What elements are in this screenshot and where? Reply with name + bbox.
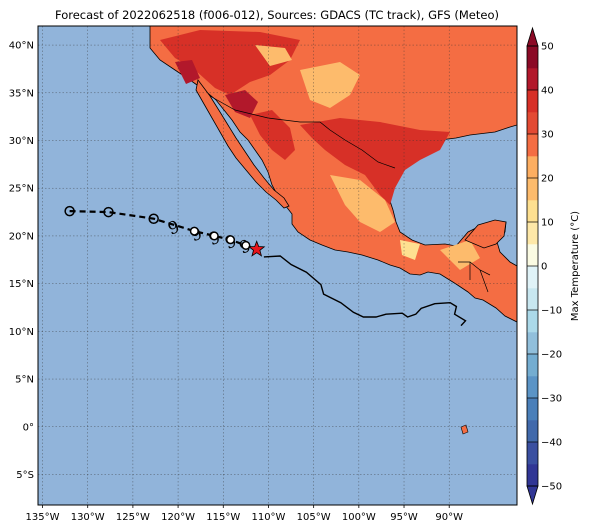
colorbar-segment [527,464,538,487]
lat-tick-label: 40°N [9,41,34,52]
lat-tick-label: 5°S [16,470,34,481]
colorbar-extend-bottom [526,485,539,506]
colorbar-tick-label: 50 [541,42,554,53]
longitude-tick-labels: 135°W 130°W 125°W 120°W 115°W 110°W 105°W 100°W… [26,505,463,523]
latitude-tick-labels: 40°N 35°N 30°N 25°N 20°N 15°N 10°N 5°N 0° 5°S [9,41,34,481]
lat-tick-label: 25°N [9,184,34,195]
land-temperature-field [149,26,517,435]
colorbar-segment [527,178,538,201]
track-point-marker [241,240,251,251]
colorbar-segment [527,442,538,465]
colorbar-segment [527,420,538,443]
lon-tick-label: 95°W [390,512,418,523]
colorbar-tick-label: −30 [541,394,562,405]
lat-tick-label: 15°N [9,279,34,290]
colorbar-segment [527,310,538,333]
land-cool-zone-1 [300,62,360,108]
land-island-clipperton [460,424,469,435]
lon-tick-label: 105°W [297,512,331,523]
map-area: 99999 [38,26,517,505]
colorbar-segment [527,376,538,399]
current-position-star-icon [248,240,266,257]
colorbar-tick-label: 40 [541,86,554,97]
political-borders [209,95,491,293]
lon-tick-label: 90°W [435,512,463,523]
chart-title: Forecast of 2022062518 (f006-012), Sourc… [55,8,499,22]
colorbar-segment [527,46,538,69]
lon-tick-label: 125°W [116,512,150,523]
land-cool-zone-2 [330,175,395,232]
colorbar-segment [527,134,538,157]
land-hot-zone-sonora [250,110,295,160]
track-point-marker [148,213,159,224]
lat-tick-label: 0° [23,422,34,433]
colorbar-segment [527,200,538,223]
land-hot-zone-north [300,118,450,205]
colorbar: 50 40 30 20 10 0 −10 −20 −30 −40 −50 [526,26,562,506]
colorbar-segment [527,354,538,377]
track-point-marker [103,206,114,218]
colorbar-tick-label: 30 [541,130,554,141]
track-point-marker [225,235,236,245]
lon-tick-label: 120°W [161,512,195,523]
land-baja-california [195,79,290,209]
land-very-hot-1 [225,90,258,118]
lat-tick-label: 30°N [9,136,34,147]
colorbar-segment [527,112,538,135]
colorbar-segment [527,332,538,355]
colorbar-segment [527,222,538,245]
lon-tick-label: 130°W [71,512,105,523]
track-point-marker [64,205,75,217]
colorbar-tick-label: 0 [541,262,547,273]
colorbar-tick-label: 20 [541,174,554,185]
lat-tick-label: 5°N [15,375,34,386]
colorbar-tick-label: 10 [541,218,554,229]
lat-tick-label: 35°N [9,88,34,99]
land-yucatan [464,219,507,249]
colorbar-tick-label: −10 [541,306,562,317]
lon-tick-label: 115°W [206,512,240,523]
land-very-hot-2 [175,60,200,84]
colorbar-tick-label: −50 [541,482,562,493]
colorbar-segment [527,398,538,421]
colorbar-extend-top [526,26,539,47]
lat-tick-label: 10°N [9,327,34,338]
graticule-grid [38,26,517,505]
colorbar-tick-label: −20 [541,350,562,361]
colorbar-label: Max Temperature (°C) [570,211,581,321]
colorbar-tick-label: −40 [541,438,562,449]
track-point-marker [189,226,199,236]
colorbar-segment [527,156,538,179]
track-point-marker [209,231,219,241]
lon-tick-label: 100°W [342,512,376,523]
colorbar-segment [527,244,538,267]
colorbar-segment [527,266,538,289]
land-cool-zone-4 [400,240,420,260]
map-frame [37,25,518,506]
lat-tick-label: 20°N [9,231,34,242]
colorbar-segment [527,288,538,311]
colorbar-segment [527,68,538,91]
land-cool-zone-3 [255,45,292,66]
lon-tick-label: 110°W [251,512,285,523]
colorbar-segment [527,90,538,113]
forecast-boundary-line [263,255,467,327]
lon-tick-label: 135°W [26,512,60,523]
